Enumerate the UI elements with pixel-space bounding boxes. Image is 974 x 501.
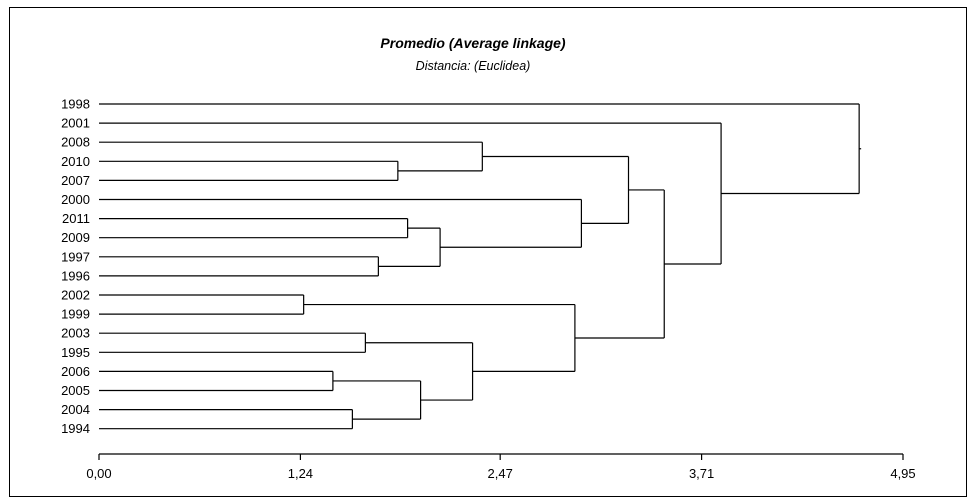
leaf-label-2000: 2000 xyxy=(61,192,90,207)
leaf-label-1995: 1995 xyxy=(61,345,90,360)
chart-title: Promedio (Average linkage) xyxy=(380,35,566,51)
leaf-label-2006: 2006 xyxy=(61,364,90,379)
leaf-label-2002: 2002 xyxy=(61,288,90,303)
leaf-label-2011: 2011 xyxy=(62,211,90,226)
x-tick-label-4: 4,95 xyxy=(890,466,915,481)
leaf-label-1997: 1997 xyxy=(61,249,90,264)
leaf-label-2004: 2004 xyxy=(61,402,90,417)
leaf-label-2001: 2001 xyxy=(61,116,90,131)
x-tick-label-3: 3,71 xyxy=(689,466,714,481)
dendrogram-chart: Promedio (Average linkage) Distancia: (E… xyxy=(61,35,916,481)
leaf-label-1994: 1994 xyxy=(61,421,90,436)
x-tick-label-2: 2,47 xyxy=(488,466,513,481)
leaf-label-2010: 2010 xyxy=(61,154,90,169)
x-tick-label-1: 1,24 xyxy=(288,466,313,481)
chart-subtitle: Distancia: (Euclidea) xyxy=(416,59,531,73)
x-tick-label-0: 0,00 xyxy=(86,466,111,481)
leaf-labels: 1998 2001 2008 2010 2007 2000 2011 2009 1997 1996… xyxy=(61,97,90,437)
leaf-label-1996: 1996 xyxy=(61,268,90,283)
x-axis: 0,00 1,24 2,47 3,71 4,95 xyxy=(86,453,916,481)
leaf-label-2008: 2008 xyxy=(61,135,90,150)
leaf-label-2005: 2005 xyxy=(61,383,90,398)
chart-frame: Promedio (Average linkage) Distancia: (E… xyxy=(9,7,967,497)
dendrogram-branches xyxy=(99,103,862,430)
leaf-label-2009: 2009 xyxy=(61,230,90,245)
leaf-label-1999: 1999 xyxy=(61,307,90,322)
leaf-label-1998: 1998 xyxy=(61,97,90,112)
leaf-label-2003: 2003 xyxy=(61,326,90,341)
leaf-label-2007: 2007 xyxy=(61,173,90,188)
